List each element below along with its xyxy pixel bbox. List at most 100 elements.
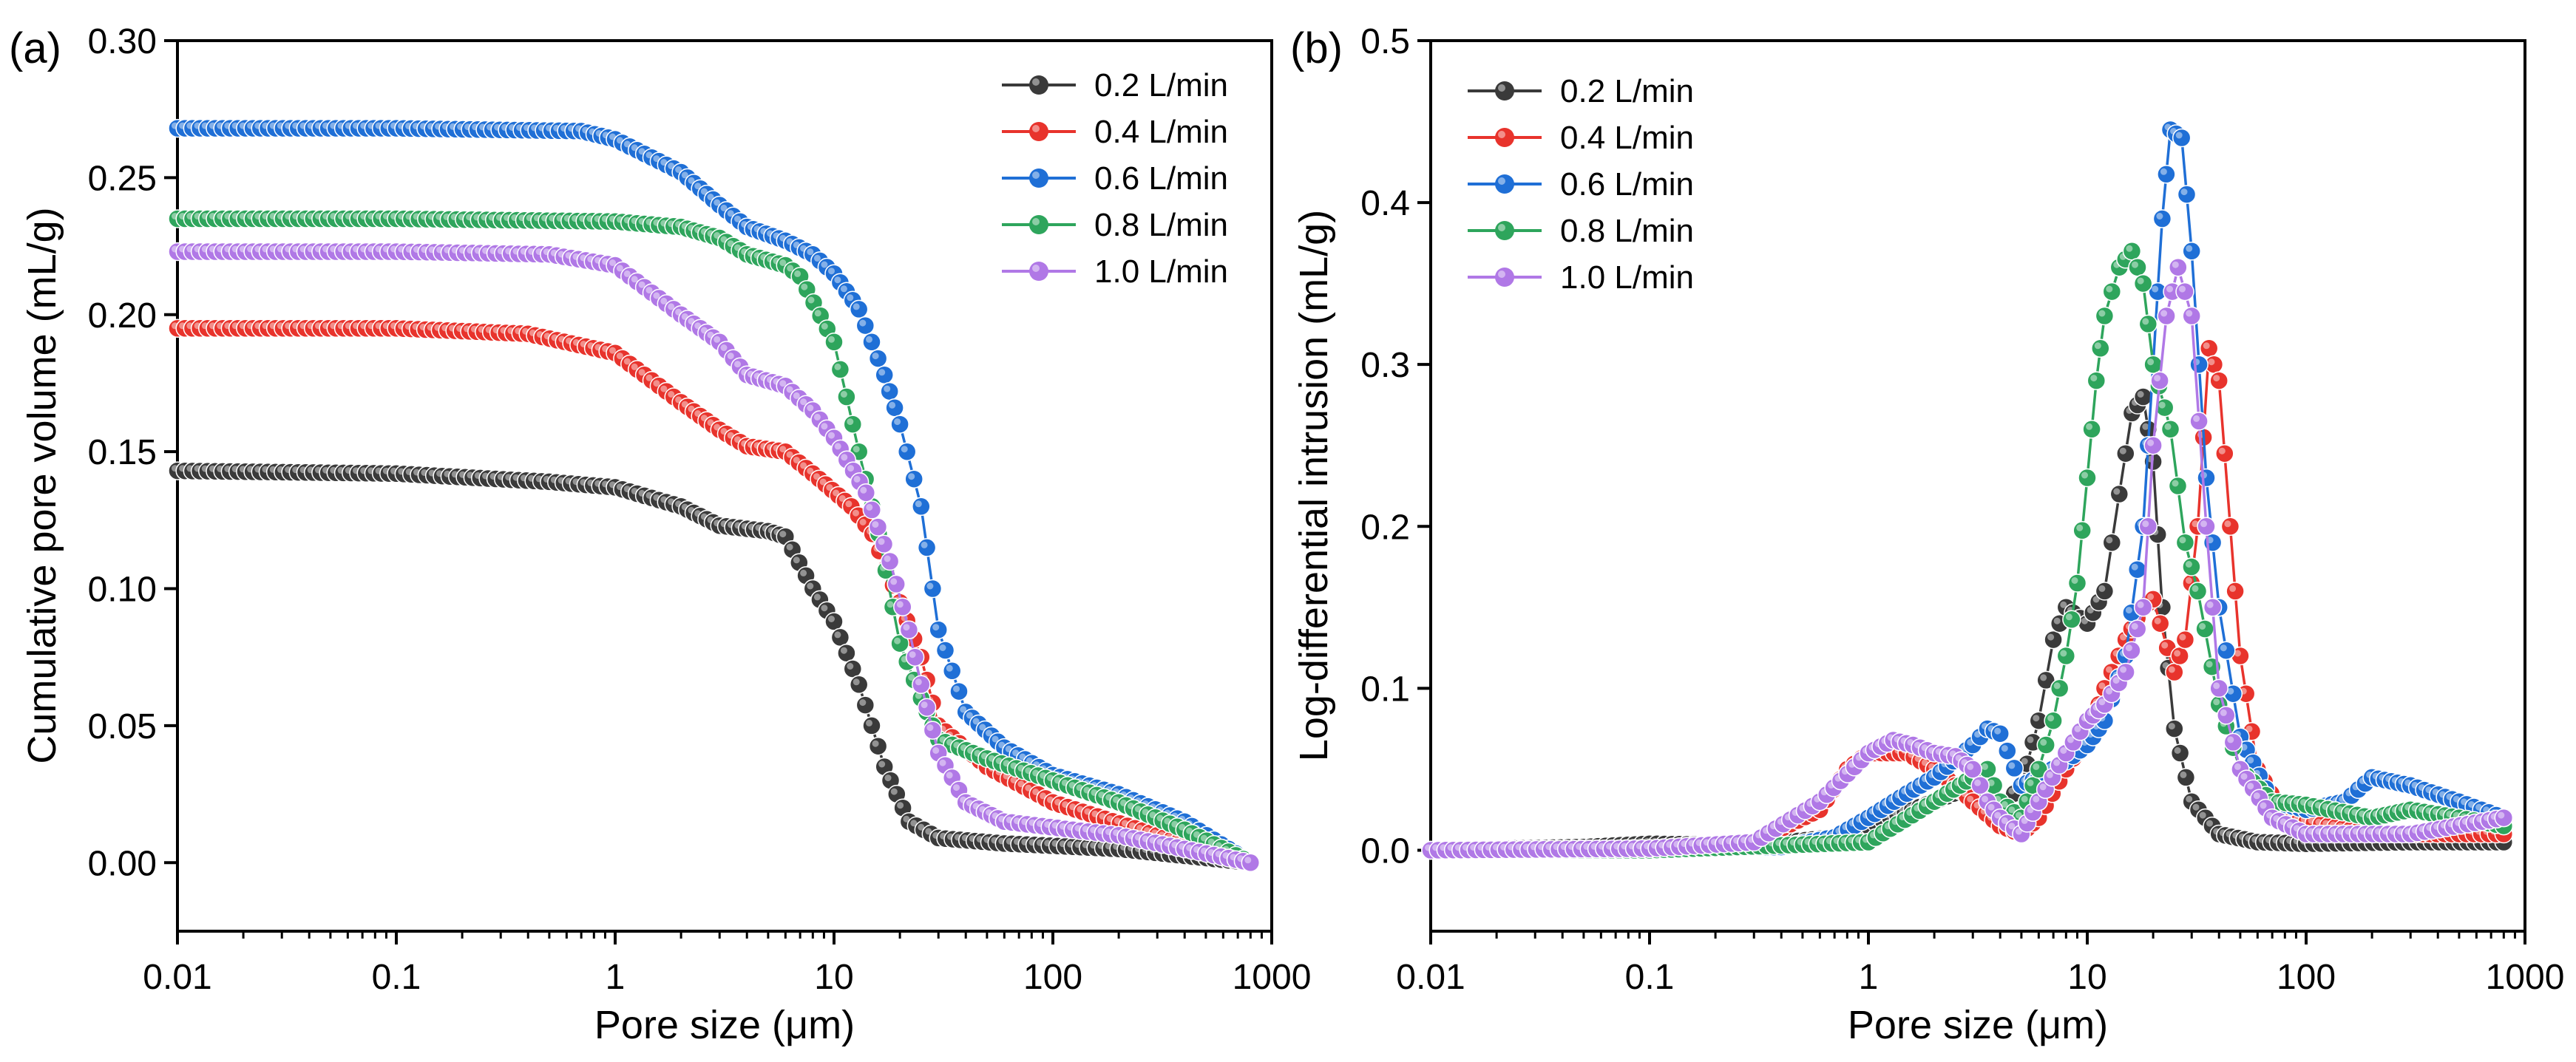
data-point-highlight (2206, 820, 2213, 827)
data-point-highlight (1982, 795, 1988, 803)
data-point (855, 316, 875, 336)
data-point (875, 365, 894, 385)
data-point-highlight (2185, 577, 2192, 584)
data-point-highlight (894, 637, 901, 644)
data-point-highlight (2179, 285, 2186, 293)
data-point-highlight (901, 446, 908, 453)
data-point-highlight (960, 706, 967, 713)
data-point (2128, 257, 2147, 277)
data-point-highlight (609, 259, 616, 266)
data-point-highlight (2033, 763, 2040, 770)
data-point-highlight (2168, 723, 2175, 730)
data-point-highlight (1032, 789, 1040, 795)
data-point (917, 538, 937, 557)
y-tick-label: 0.0 (1360, 831, 1410, 871)
data-point-highlight (813, 254, 821, 262)
data-point-highlight (2179, 537, 2186, 544)
data-point-highlight (834, 363, 841, 370)
data-point-highlight (714, 336, 721, 343)
data-point (830, 360, 850, 379)
plot-frame-a (176, 39, 1273, 933)
data-point-highlight (2040, 739, 2047, 746)
data-point (899, 620, 919, 639)
data-point (862, 716, 881, 735)
data-point-highlight (1987, 803, 1995, 811)
x-tick-label: 1000 (2486, 958, 2565, 997)
data-point-highlight (2033, 795, 2040, 803)
data-point-highlight (616, 137, 623, 144)
data-point-highlight (814, 310, 821, 317)
series-0-8-l-min (168, 209, 1261, 873)
data-point-highlight (2047, 715, 2055, 722)
data-point-highlight (807, 467, 814, 474)
data-point (874, 534, 894, 554)
data-point (2109, 484, 2129, 504)
data-point (837, 387, 856, 406)
data-point (2217, 706, 2236, 725)
data-point-highlight (779, 259, 787, 266)
data-point (893, 597, 912, 617)
data-point-highlight (2229, 585, 2237, 592)
data-point-highlight (631, 276, 638, 283)
data-point (2087, 371, 2106, 390)
data-point-highlight (939, 644, 946, 651)
data-point-highlight (2160, 310, 2168, 317)
data-point-highlight (668, 303, 675, 310)
data-point-highlight (2021, 795, 2028, 803)
y-tick-label: 0.4 (1360, 184, 1410, 223)
data-point-highlight (2040, 674, 2047, 681)
data-point-highlight (2203, 342, 2210, 350)
legend-marker (1029, 75, 1048, 95)
data-point-highlight (2218, 447, 2226, 455)
data-point (2091, 338, 2110, 358)
series-group-a (168, 118, 1261, 873)
data-point-highlight (616, 353, 623, 360)
data-point (897, 442, 917, 461)
data-point (2169, 257, 2188, 277)
data-point (2122, 242, 2142, 261)
data-point (2050, 678, 2070, 698)
data-point-highlight (631, 144, 638, 152)
data-point-highlight (2240, 773, 2248, 780)
legend-item: 0.6 L/min (1002, 160, 1228, 197)
data-point-highlight (2106, 537, 2113, 544)
data-point (2062, 610, 2081, 630)
data-point (2102, 282, 2122, 302)
data-point-highlight (623, 358, 631, 365)
data-point (2220, 517, 2240, 537)
data-point-highlight (2106, 285, 2113, 293)
data-point (2176, 768, 2196, 787)
data-point-highlight (638, 281, 645, 288)
data-point-highlight (800, 462, 807, 469)
data-point-highlight (2033, 715, 2040, 722)
data-point-highlight (2126, 245, 2133, 252)
data-point-highlight (2161, 641, 2169, 649)
data-point-highlight (872, 740, 879, 747)
data-point-highlight (821, 323, 828, 330)
data-point (890, 415, 909, 434)
data-point-highlight (2147, 439, 2155, 446)
x-axis-ticks-b: 0.01 0.1 1 10 100 1000 (1396, 931, 2564, 997)
data-point-highlight (878, 760, 886, 768)
data-point-highlight (2120, 666, 2127, 673)
data-point-highlight (813, 413, 821, 421)
data-point-highlight (668, 163, 675, 169)
data-point-highlight (853, 678, 860, 686)
data-point-highlight (2053, 617, 2061, 624)
data-point-highlight (847, 294, 854, 302)
data-point-highlight (2260, 802, 2267, 809)
y-tick-label: 0.10 (88, 571, 157, 610)
data-point-highlight (2220, 644, 2227, 652)
data-point-highlight (884, 385, 891, 392)
legend-marker (1029, 169, 1048, 188)
data-point (2175, 282, 2194, 302)
data-point (1963, 760, 1982, 779)
data-point-highlight (2142, 520, 2149, 528)
x-tick-label: 0.01 (1396, 958, 1465, 997)
data-point (2157, 306, 2176, 326)
data-point-highlight (2220, 709, 2227, 716)
data-point-highlight (2076, 524, 2084, 531)
data-point (2165, 719, 2184, 738)
data-point-highlight (609, 347, 616, 354)
data-point (2143, 355, 2163, 374)
